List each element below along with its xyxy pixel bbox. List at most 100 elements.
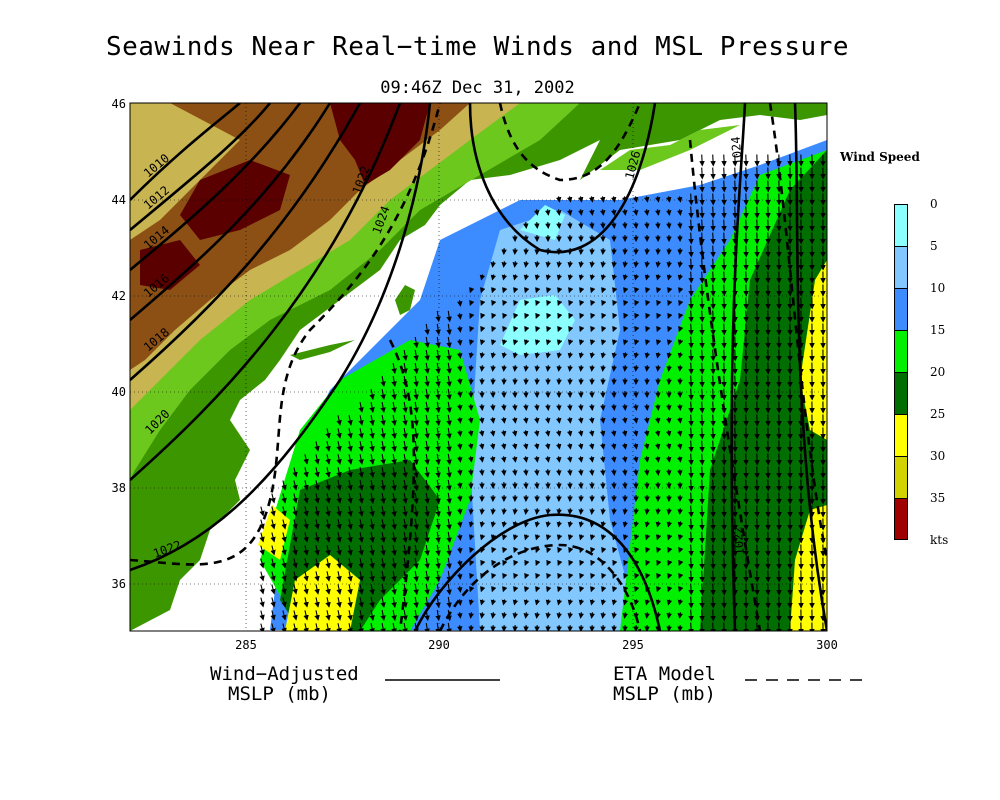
wind-vector	[524, 287, 530, 294]
wind-vector	[721, 531, 727, 544]
wind-vector	[380, 480, 386, 491]
wind-vector	[325, 610, 331, 621]
wind-vector	[654, 430, 661, 437]
wind-vector	[523, 274, 530, 281]
wind-vector	[546, 299, 552, 307]
wind-vector	[325, 454, 331, 465]
wind-vector	[633, 417, 639, 424]
wind-vector	[710, 544, 716, 557]
wind-vector	[655, 417, 661, 424]
wind-vector	[424, 336, 430, 349]
isobar-solid	[413, 513, 662, 631]
wind-vector	[270, 597, 276, 608]
wind-vector	[347, 415, 353, 426]
wind-vector	[579, 559, 585, 566]
wind-vector	[501, 456, 507, 463]
wind-vector	[446, 440, 452, 453]
wind-vector	[645, 287, 651, 294]
wind-vector	[502, 325, 508, 333]
wind-vector	[710, 193, 716, 206]
wind-vector	[633, 352, 640, 359]
wind-vector	[655, 599, 662, 606]
wind-vector	[480, 312, 486, 319]
wind-vector	[557, 546, 563, 554]
wind-vector	[435, 427, 441, 440]
wind-vector	[292, 610, 298, 621]
wind-vector	[502, 586, 508, 593]
legend-dashed-unit: MSLP (mb)	[613, 683, 716, 705]
wind-vector	[446, 544, 452, 557]
wind-vector	[567, 599, 574, 606]
wind-vector	[457, 404, 463, 411]
wind-vector	[688, 466, 694, 479]
wind-vector	[512, 469, 518, 476]
wind-vector	[479, 417, 485, 424]
wind-vector	[336, 415, 342, 426]
wind-vector	[424, 349, 430, 362]
wind-vector	[402, 453, 408, 466]
wind-vector	[721, 284, 727, 297]
wind-vector	[688, 245, 694, 258]
wind-vector	[446, 531, 452, 544]
wind-vector	[380, 389, 386, 400]
wind-vector	[468, 352, 475, 359]
wind-vector	[446, 466, 452, 479]
wind-vector	[512, 508, 518, 515]
wind-vector	[666, 612, 672, 619]
wind-vector	[424, 388, 430, 401]
wind-vector	[634, 312, 640, 319]
wind-vector	[555, 443, 562, 450]
wind-vector	[424, 557, 430, 570]
wind-vector	[369, 493, 375, 504]
y-tick-label: 46	[111, 97, 126, 111]
wind-vector	[590, 546, 596, 554]
wind-vector	[611, 521, 618, 528]
wind-vector	[469, 559, 475, 566]
wind-vector	[678, 312, 684, 319]
wind-vector	[600, 521, 607, 528]
wind-vector	[600, 417, 606, 424]
wind-vector	[688, 570, 694, 583]
wind-vector	[467, 443, 474, 450]
wind-vector	[490, 274, 497, 281]
wind-zone-30-east2	[800, 260, 827, 440]
wind-vector	[402, 622, 408, 631]
wind-vector	[292, 480, 298, 491]
wind-vector	[610, 196, 617, 203]
wind-vector	[568, 312, 574, 319]
wind-vector	[358, 597, 364, 608]
wind-vector	[402, 388, 408, 401]
wind-vector	[325, 584, 331, 595]
land-cape-cod	[395, 285, 415, 315]
wind-vector	[325, 480, 331, 491]
y-tick-label: 40	[111, 385, 126, 399]
wind-vector	[391, 583, 397, 596]
wind-vector	[391, 609, 397, 622]
wind-vector	[369, 415, 375, 426]
wind-vector	[491, 572, 497, 580]
wind-vector	[380, 415, 386, 426]
wind-vector	[699, 206, 705, 219]
wind-vector	[678, 572, 684, 580]
colorbar-swatch	[894, 288, 908, 330]
wind-vector	[721, 180, 727, 193]
wind-vector	[391, 388, 397, 401]
wind-vector	[710, 219, 716, 232]
wind-vector	[677, 209, 683, 216]
wind-vector	[457, 456, 463, 463]
wind-vector	[369, 506, 375, 517]
wind-vector	[314, 506, 320, 517]
wind-vector	[512, 599, 519, 606]
wind-vector	[314, 584, 320, 595]
wind-vector	[314, 519, 320, 530]
wind-vector	[721, 440, 727, 453]
wind-vector	[391, 466, 397, 479]
wind-vector	[491, 312, 497, 319]
wind-vector	[644, 612, 650, 619]
wind-vector	[380, 558, 386, 569]
wind-vector	[568, 546, 574, 554]
wind-vector	[512, 339, 519, 346]
wind-vector	[699, 544, 705, 557]
wind-vector	[688, 349, 694, 362]
wind-vector	[270, 545, 276, 556]
